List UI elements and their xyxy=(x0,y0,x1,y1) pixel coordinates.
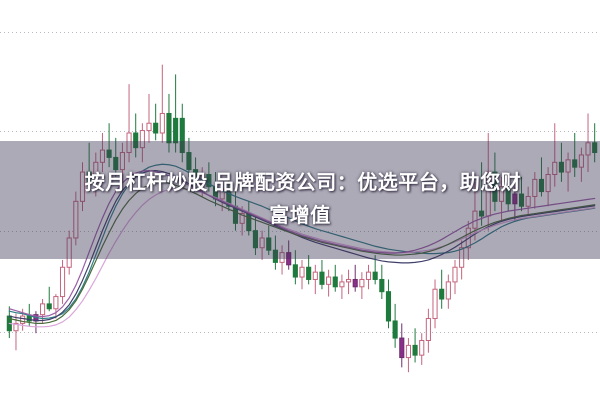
candle-body xyxy=(66,237,72,268)
candle-body xyxy=(585,142,591,156)
candle-body xyxy=(399,337,405,359)
candle-body xyxy=(339,281,345,288)
candle-body xyxy=(592,142,598,154)
candle-body xyxy=(46,303,52,310)
candle-body xyxy=(166,112,172,144)
candle-body xyxy=(266,237,272,251)
candle-body xyxy=(326,276,332,285)
candle-body xyxy=(545,174,551,193)
candle-body xyxy=(239,213,245,224)
candle-body xyxy=(379,278,385,293)
candle-body xyxy=(13,322,19,332)
candle-body xyxy=(319,271,325,285)
candle-body xyxy=(498,186,505,202)
candle-body xyxy=(113,156,119,171)
candle-body xyxy=(79,171,86,202)
candle-body xyxy=(432,288,438,320)
candle-body xyxy=(518,193,525,207)
candle-body xyxy=(359,278,365,288)
candle-body xyxy=(572,159,578,168)
candle-body xyxy=(133,132,139,149)
candle-body xyxy=(206,174,212,188)
candle-body xyxy=(159,112,165,134)
ma-line xyxy=(8,188,596,328)
candle-body xyxy=(425,318,431,342)
candle-body xyxy=(126,132,132,154)
candle-body xyxy=(106,149,112,158)
candle-body xyxy=(372,271,378,280)
candle-body xyxy=(439,288,445,300)
chart-moving-average-lines xyxy=(8,163,596,328)
candle-body xyxy=(73,200,79,239)
candle-body xyxy=(512,193,518,205)
candle-body xyxy=(99,149,106,163)
candle-body xyxy=(299,266,305,278)
candle-body xyxy=(538,178,545,193)
ma-line xyxy=(8,163,596,320)
candle-body xyxy=(306,266,312,280)
candle-body xyxy=(259,237,265,249)
candle-body xyxy=(246,213,252,232)
candle-body xyxy=(412,344,418,356)
candle-body xyxy=(252,230,259,249)
candle-body xyxy=(385,291,392,322)
candle-body xyxy=(286,252,292,266)
candle-body xyxy=(505,186,511,205)
candle-body xyxy=(219,188,225,200)
candle-body xyxy=(40,303,46,316)
candle-body xyxy=(139,130,145,149)
candle-body xyxy=(578,154,584,168)
candle-body xyxy=(186,152,192,171)
chart-candles xyxy=(6,64,598,373)
candle-body xyxy=(352,278,358,288)
candle-body xyxy=(445,281,451,300)
candle-body xyxy=(226,188,232,207)
candle-body xyxy=(86,171,92,183)
candle-body xyxy=(532,178,538,197)
candle-body xyxy=(332,276,338,288)
candle-body xyxy=(565,159,571,173)
candle-body xyxy=(146,122,152,132)
ma-line xyxy=(8,169,596,318)
chart-gridlines xyxy=(0,32,600,333)
candle-body xyxy=(405,344,411,359)
candle-body xyxy=(272,249,278,263)
candle-body xyxy=(20,315,26,324)
candle-body xyxy=(279,252,285,263)
candle-body xyxy=(53,296,59,310)
candle-body xyxy=(479,210,485,217)
candle-body xyxy=(173,117,179,144)
candle-body xyxy=(392,320,398,339)
candle-body xyxy=(472,210,478,229)
candle-body xyxy=(419,340,425,356)
candle-body xyxy=(312,271,318,280)
candle-body xyxy=(552,161,558,175)
candle-body xyxy=(365,271,372,280)
candle-body xyxy=(485,171,491,217)
candle-body xyxy=(153,122,159,134)
candle-body xyxy=(119,152,125,171)
candle-body xyxy=(345,278,352,283)
candle-body xyxy=(59,266,66,298)
candle-body xyxy=(292,264,298,278)
candle-body xyxy=(525,195,531,207)
ma-line xyxy=(8,181,596,325)
candle-body xyxy=(452,266,458,283)
candle-body xyxy=(179,117,185,154)
candle-body xyxy=(459,247,465,268)
candle-body xyxy=(93,161,99,183)
candle-body xyxy=(492,171,498,202)
ma-line xyxy=(8,169,596,322)
candle-body xyxy=(558,161,564,173)
